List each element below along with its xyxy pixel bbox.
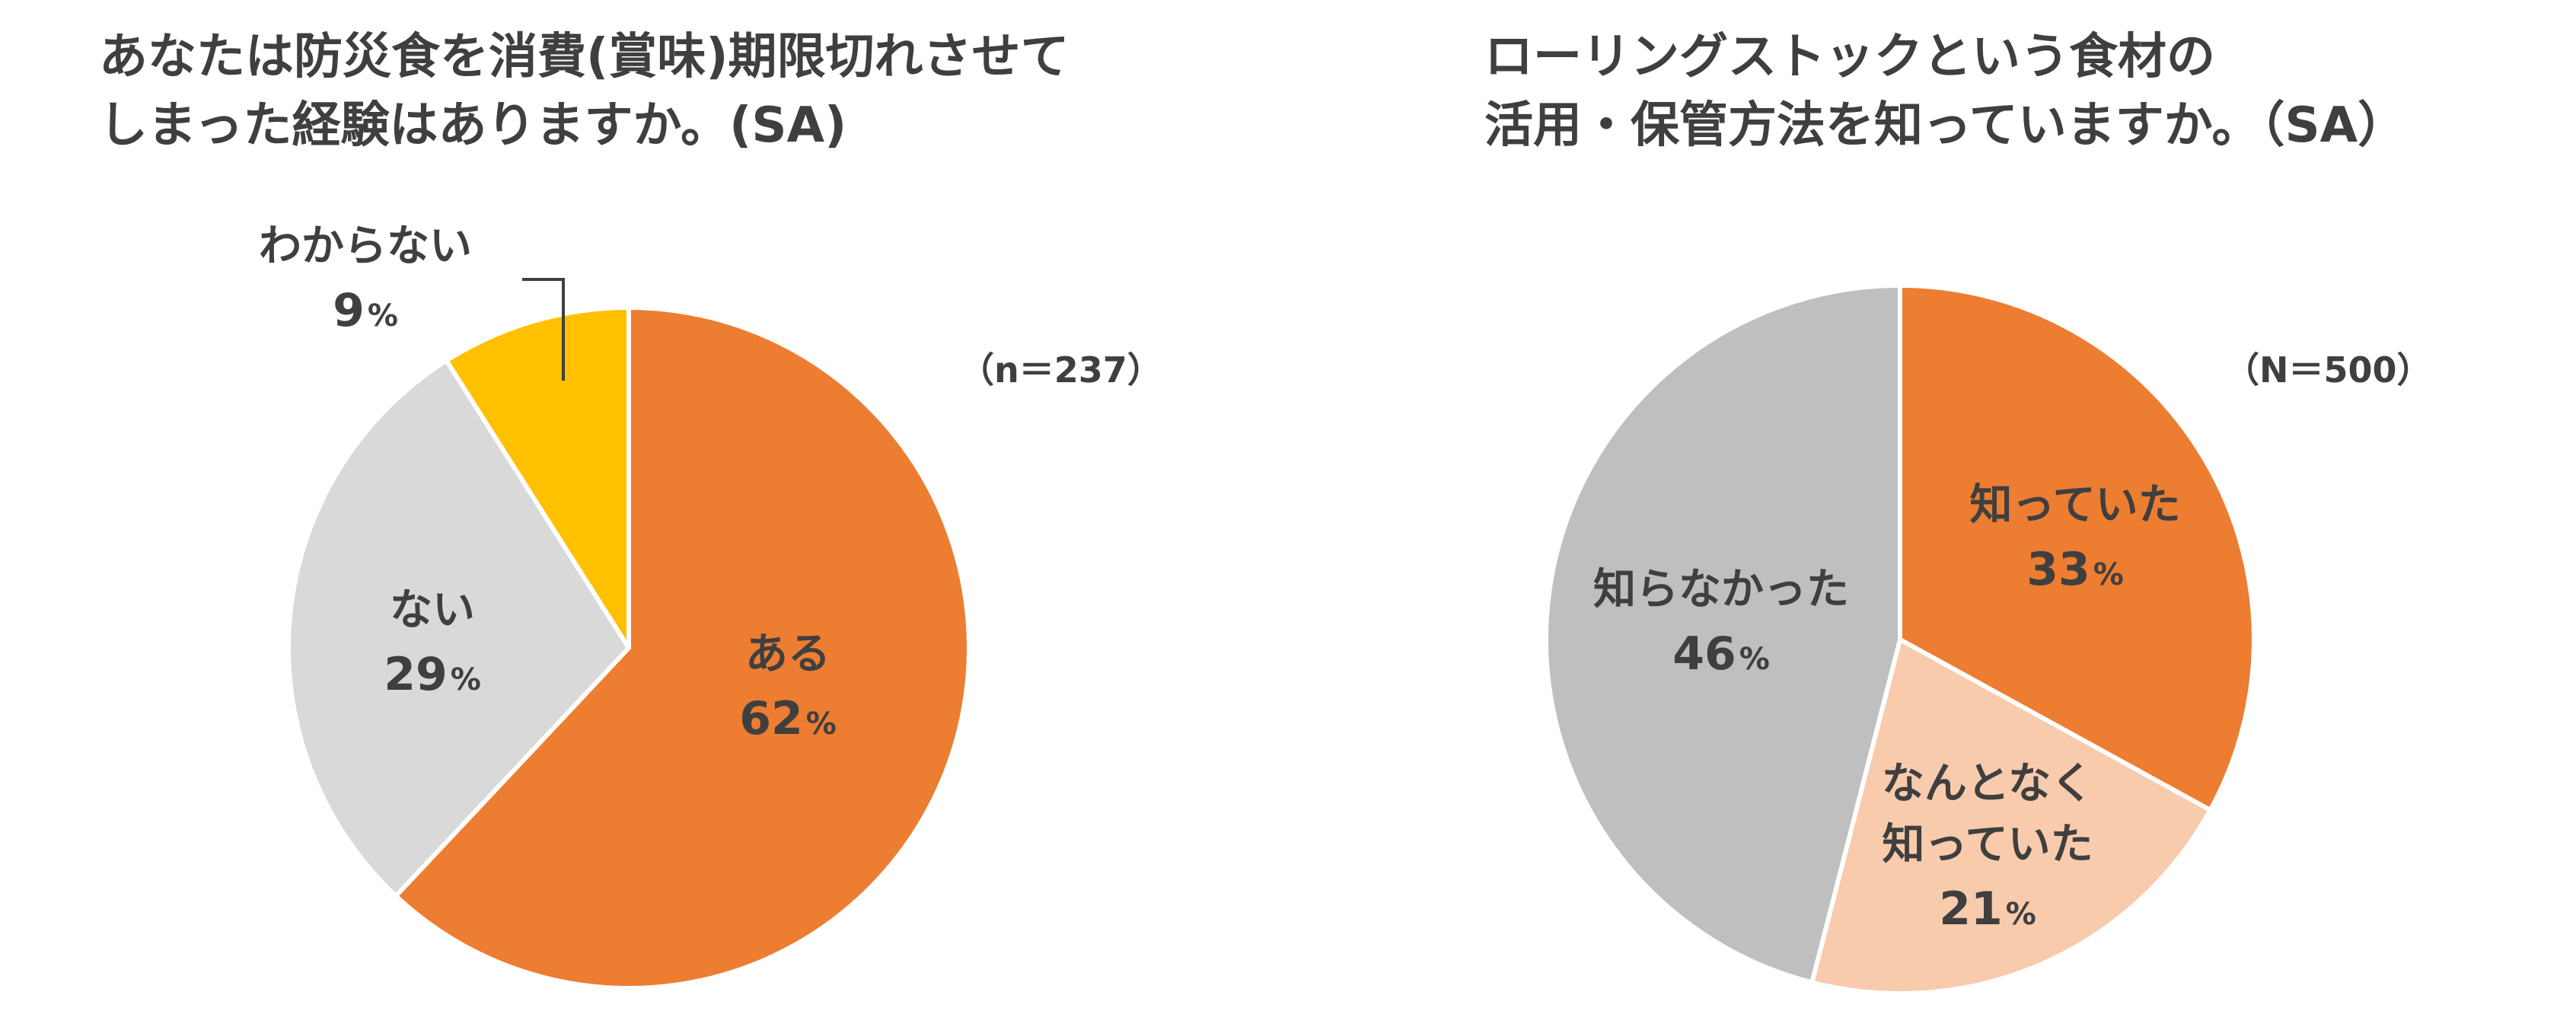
slice-value-percent-sign: % (806, 707, 837, 742)
chart-title: ローリングストックという食材の 活用・保管方法を知っていますか。（SA） (1484, 23, 2406, 160)
pie-slice-1 (1809, 637, 2213, 996)
chart-title-line-1: ローリングストックという食材の (1484, 29, 2215, 85)
slice-label-value: 33% (2026, 543, 2124, 596)
slice-label-name: 知っていた (1882, 820, 2093, 869)
slice-value-number: 21 (1939, 882, 2003, 936)
sample-size-label: （N＝500） (2224, 349, 2432, 391)
slice-value-percent-sign: % (1739, 642, 1770, 677)
slice-label-name: わからない (259, 222, 472, 271)
pie-slice-0 (394, 305, 971, 991)
slice-value-percent-sign: % (368, 298, 398, 333)
slice-label-value: 62% (739, 692, 837, 745)
slice-value-number: 9 (333, 284, 365, 337)
slice-value-number: 62 (739, 692, 803, 745)
slice-label-0: 知っていた 33% (1969, 480, 2180, 596)
slice-label-value: 21% (1939, 882, 2036, 936)
leader-line (522, 278, 565, 381)
slice-value-percent-sign: % (2093, 557, 2124, 592)
slice-label-name: ない (390, 585, 475, 635)
chart-food-expiry: あなたは防災食を消費(賞味)期限切れさせて しまった経験はありますか。(SA) … (99, 23, 1162, 991)
pie-slice-2 (1544, 283, 1902, 985)
chart-title: あなたは防災食を消費(賞味)期限切れさせて しまった経験はありますか。(SA) (99, 23, 1070, 160)
slice-value-number: 29 (384, 648, 448, 701)
chart-title-line-2: 活用・保管方法を知っていますか。（SA） (1484, 97, 2407, 154)
pie-slice-1 (286, 358, 631, 898)
slice-label-value: 9% (333, 284, 398, 337)
slice-value-number: 33 (2026, 543, 2090, 596)
sample-size-label: （n＝237） (959, 349, 1162, 391)
slice-label-1: ない 29% (384, 585, 481, 701)
chart-rolling-stock: ローリングストックという食材の 活用・保管方法を知っていますか。（SA） （N＝… (1288, 0, 2576, 1024)
slice-label-name: 知らなかった (1593, 565, 1849, 614)
pie-slice-2 (444, 305, 631, 650)
pie-chart-food-expiry: ある 62 % ない 29 % わからない 9% (259, 222, 971, 991)
slice-value-number: 46 (1672, 627, 1736, 681)
chart-title-line-2: しまった経験はありますか。(SA) (99, 97, 847, 154)
slice-label-value: 46% (1672, 627, 1770, 681)
slice-label-2: 知らなかった 46% (1593, 565, 1849, 681)
slice-label-0: ある 62% (739, 630, 837, 745)
slice-label-name: 知っていた (1969, 480, 2180, 530)
slice-value-percent-sign: % (451, 662, 481, 697)
slice-label-name: なんとなく (1882, 759, 2093, 809)
chart-title-line-1: あなたは防災食を消費(賞味)期限切れさせて (99, 29, 1070, 85)
slice-value-percent-sign: % (2006, 897, 2036, 932)
slice-label-value: 29% (384, 648, 481, 701)
pie-slice-0 (1898, 283, 2256, 813)
slice-label-name: ある (745, 630, 831, 679)
slice-label-2: わからない 9% (259, 222, 472, 337)
